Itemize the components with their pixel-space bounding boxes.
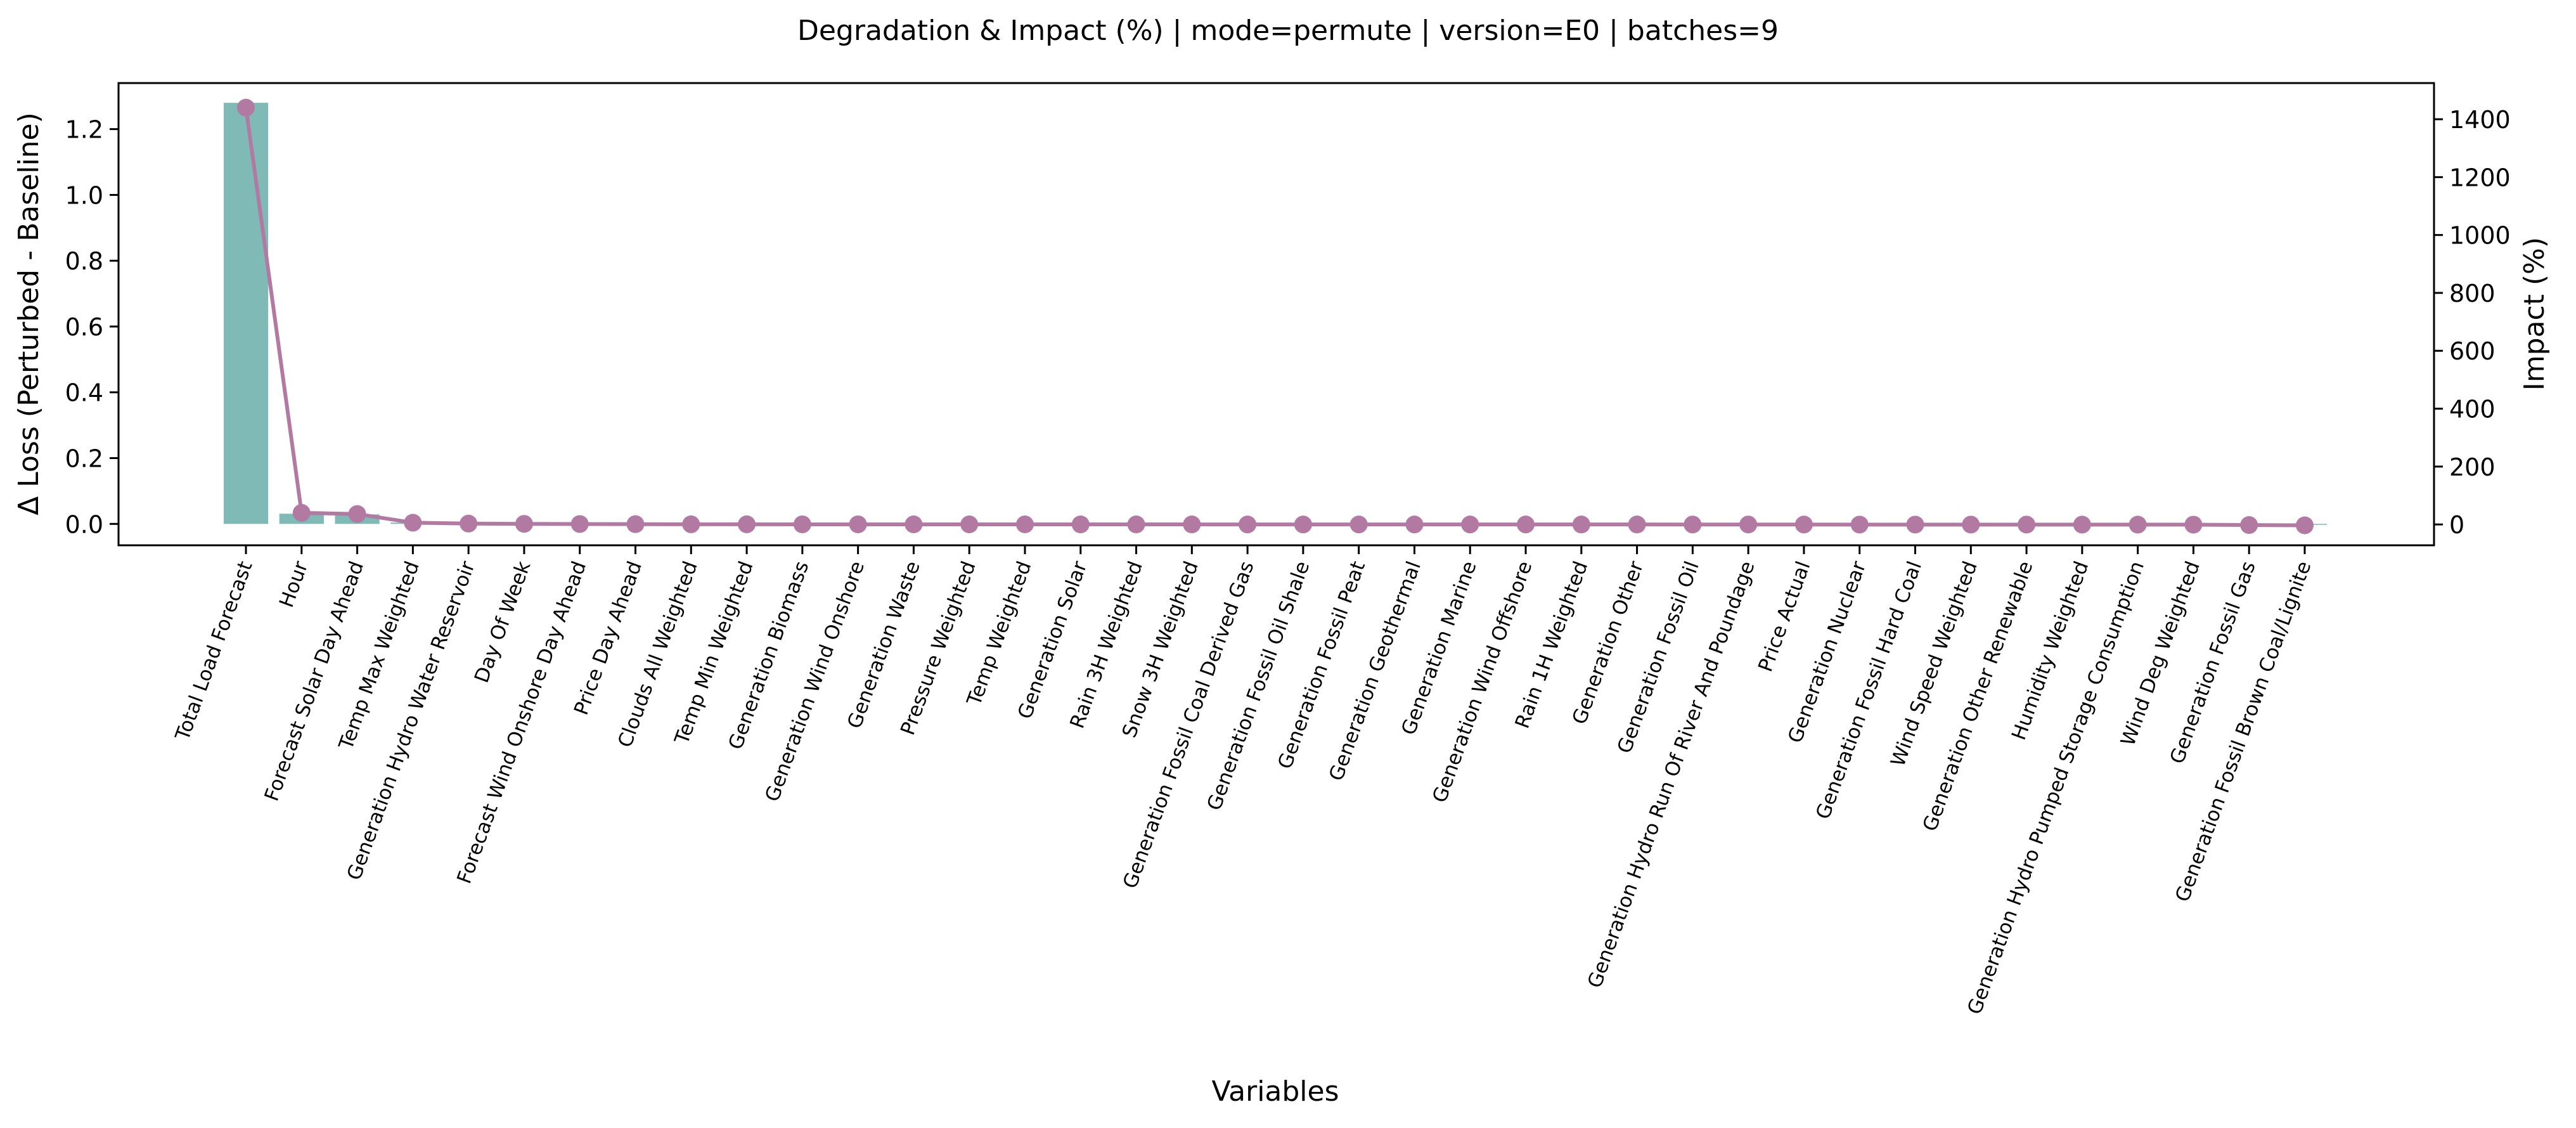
y-tick-label: 0.4 [65, 379, 103, 407]
impact-point [738, 515, 756, 533]
line-series [237, 98, 2314, 535]
bar [223, 103, 269, 524]
impact-point [2128, 515, 2147, 534]
x-tick-label: Forecast Wind Onshore Day Ahead [453, 558, 591, 886]
impact-point [682, 515, 700, 533]
y-tick-label: 0.8 [65, 247, 103, 275]
impact-line [244, 107, 2305, 528]
impact-point [849, 515, 867, 533]
impact-point [348, 505, 366, 523]
y2-tick-label: 1200 [2449, 164, 2511, 191]
x-tick-label: Generation Fossil Oil Shale [1203, 558, 1315, 814]
impact-point [570, 515, 589, 533]
y-tick-label: 0.6 [65, 313, 103, 341]
impact-point [237, 98, 255, 117]
impact-point [2073, 515, 2091, 534]
impact-point [460, 514, 478, 533]
impact-point [1962, 515, 1980, 534]
impact-point [2240, 516, 2258, 535]
chart-title: Degradation & Impact (%) | mode=permute … [797, 15, 1779, 47]
y2-tick-label: 0 [2449, 511, 2464, 539]
impact-point [1349, 515, 1368, 534]
y-tick-label: 1.0 [65, 181, 103, 209]
impact-point [793, 515, 811, 533]
y2-tick-label: 1400 [2449, 106, 2511, 134]
impact-point [905, 515, 923, 533]
impact-point [1071, 515, 1090, 534]
x-tick-label: Total Load Forecast [171, 558, 257, 744]
y-tick-label: 1.2 [65, 116, 103, 144]
x-tick-label: Generation Other Renewable [1919, 558, 2038, 834]
impact-point [1405, 515, 1424, 534]
y2-tick-label: 400 [2449, 396, 2496, 424]
plot-frame [117, 82, 2435, 547]
impact-point [515, 515, 533, 533]
impact-point [1628, 515, 1646, 534]
y-tick-label: 0.2 [65, 445, 103, 473]
impact-point [2296, 516, 2314, 535]
impact-point [404, 514, 422, 532]
bar-series [223, 103, 2328, 525]
impact-point [1239, 515, 1257, 534]
y-tick-label: 0.0 [65, 510, 103, 538]
impact-point [1794, 515, 1813, 534]
impact-point [1461, 515, 1479, 534]
x-tick-label: Forecast Solar Day Ahead [261, 558, 368, 804]
impact-point [1015, 515, 1034, 533]
impact-point [1127, 515, 1145, 534]
x-tick-label: Price Actual [1754, 558, 1815, 675]
y2-tick-label: 800 [2449, 280, 2496, 308]
x-tick-label: Hour [275, 558, 312, 611]
y2-tick-label: 600 [2449, 337, 2496, 365]
impact-point [1572, 515, 1590, 534]
x-tick-label: Generation Wind Offshore [1428, 558, 1536, 805]
impact-point [2018, 515, 2036, 534]
x-tick-label: Generation Wind Onshore [761, 558, 869, 805]
impact-point [1294, 515, 1312, 534]
y2-tick-label: 1000 [2449, 222, 2511, 250]
impact-point [626, 515, 645, 533]
impact-point [960, 515, 979, 533]
y2-tick-label: 200 [2449, 453, 2496, 481]
impact-point [2184, 515, 2203, 534]
x-tick-label: Generation Fossil Hard Coal [1812, 558, 1926, 822]
impact-point [1517, 515, 1535, 534]
impact-point [292, 503, 311, 522]
impact-point [1739, 515, 1758, 534]
impact-point [1906, 515, 1924, 534]
y-axis-label: Δ Loss (Perturbed - Baseline) [13, 112, 45, 515]
y2-axis-label: Impact (%) [2518, 237, 2551, 391]
right-y-axis: 0 200 400 600 800 1000 1200 1400 [2434, 106, 2511, 539]
x-tick-label: Day Of Week [470, 558, 536, 685]
impact-point [1850, 515, 1869, 534]
x-axis-label: Variables [1211, 1075, 1339, 1108]
impact-point [1183, 515, 1201, 534]
impact-point [1684, 515, 1702, 534]
left-y-axis: 0.0 0.2 0.4 0.6 0.8 1.0 1.2 [65, 116, 119, 538]
